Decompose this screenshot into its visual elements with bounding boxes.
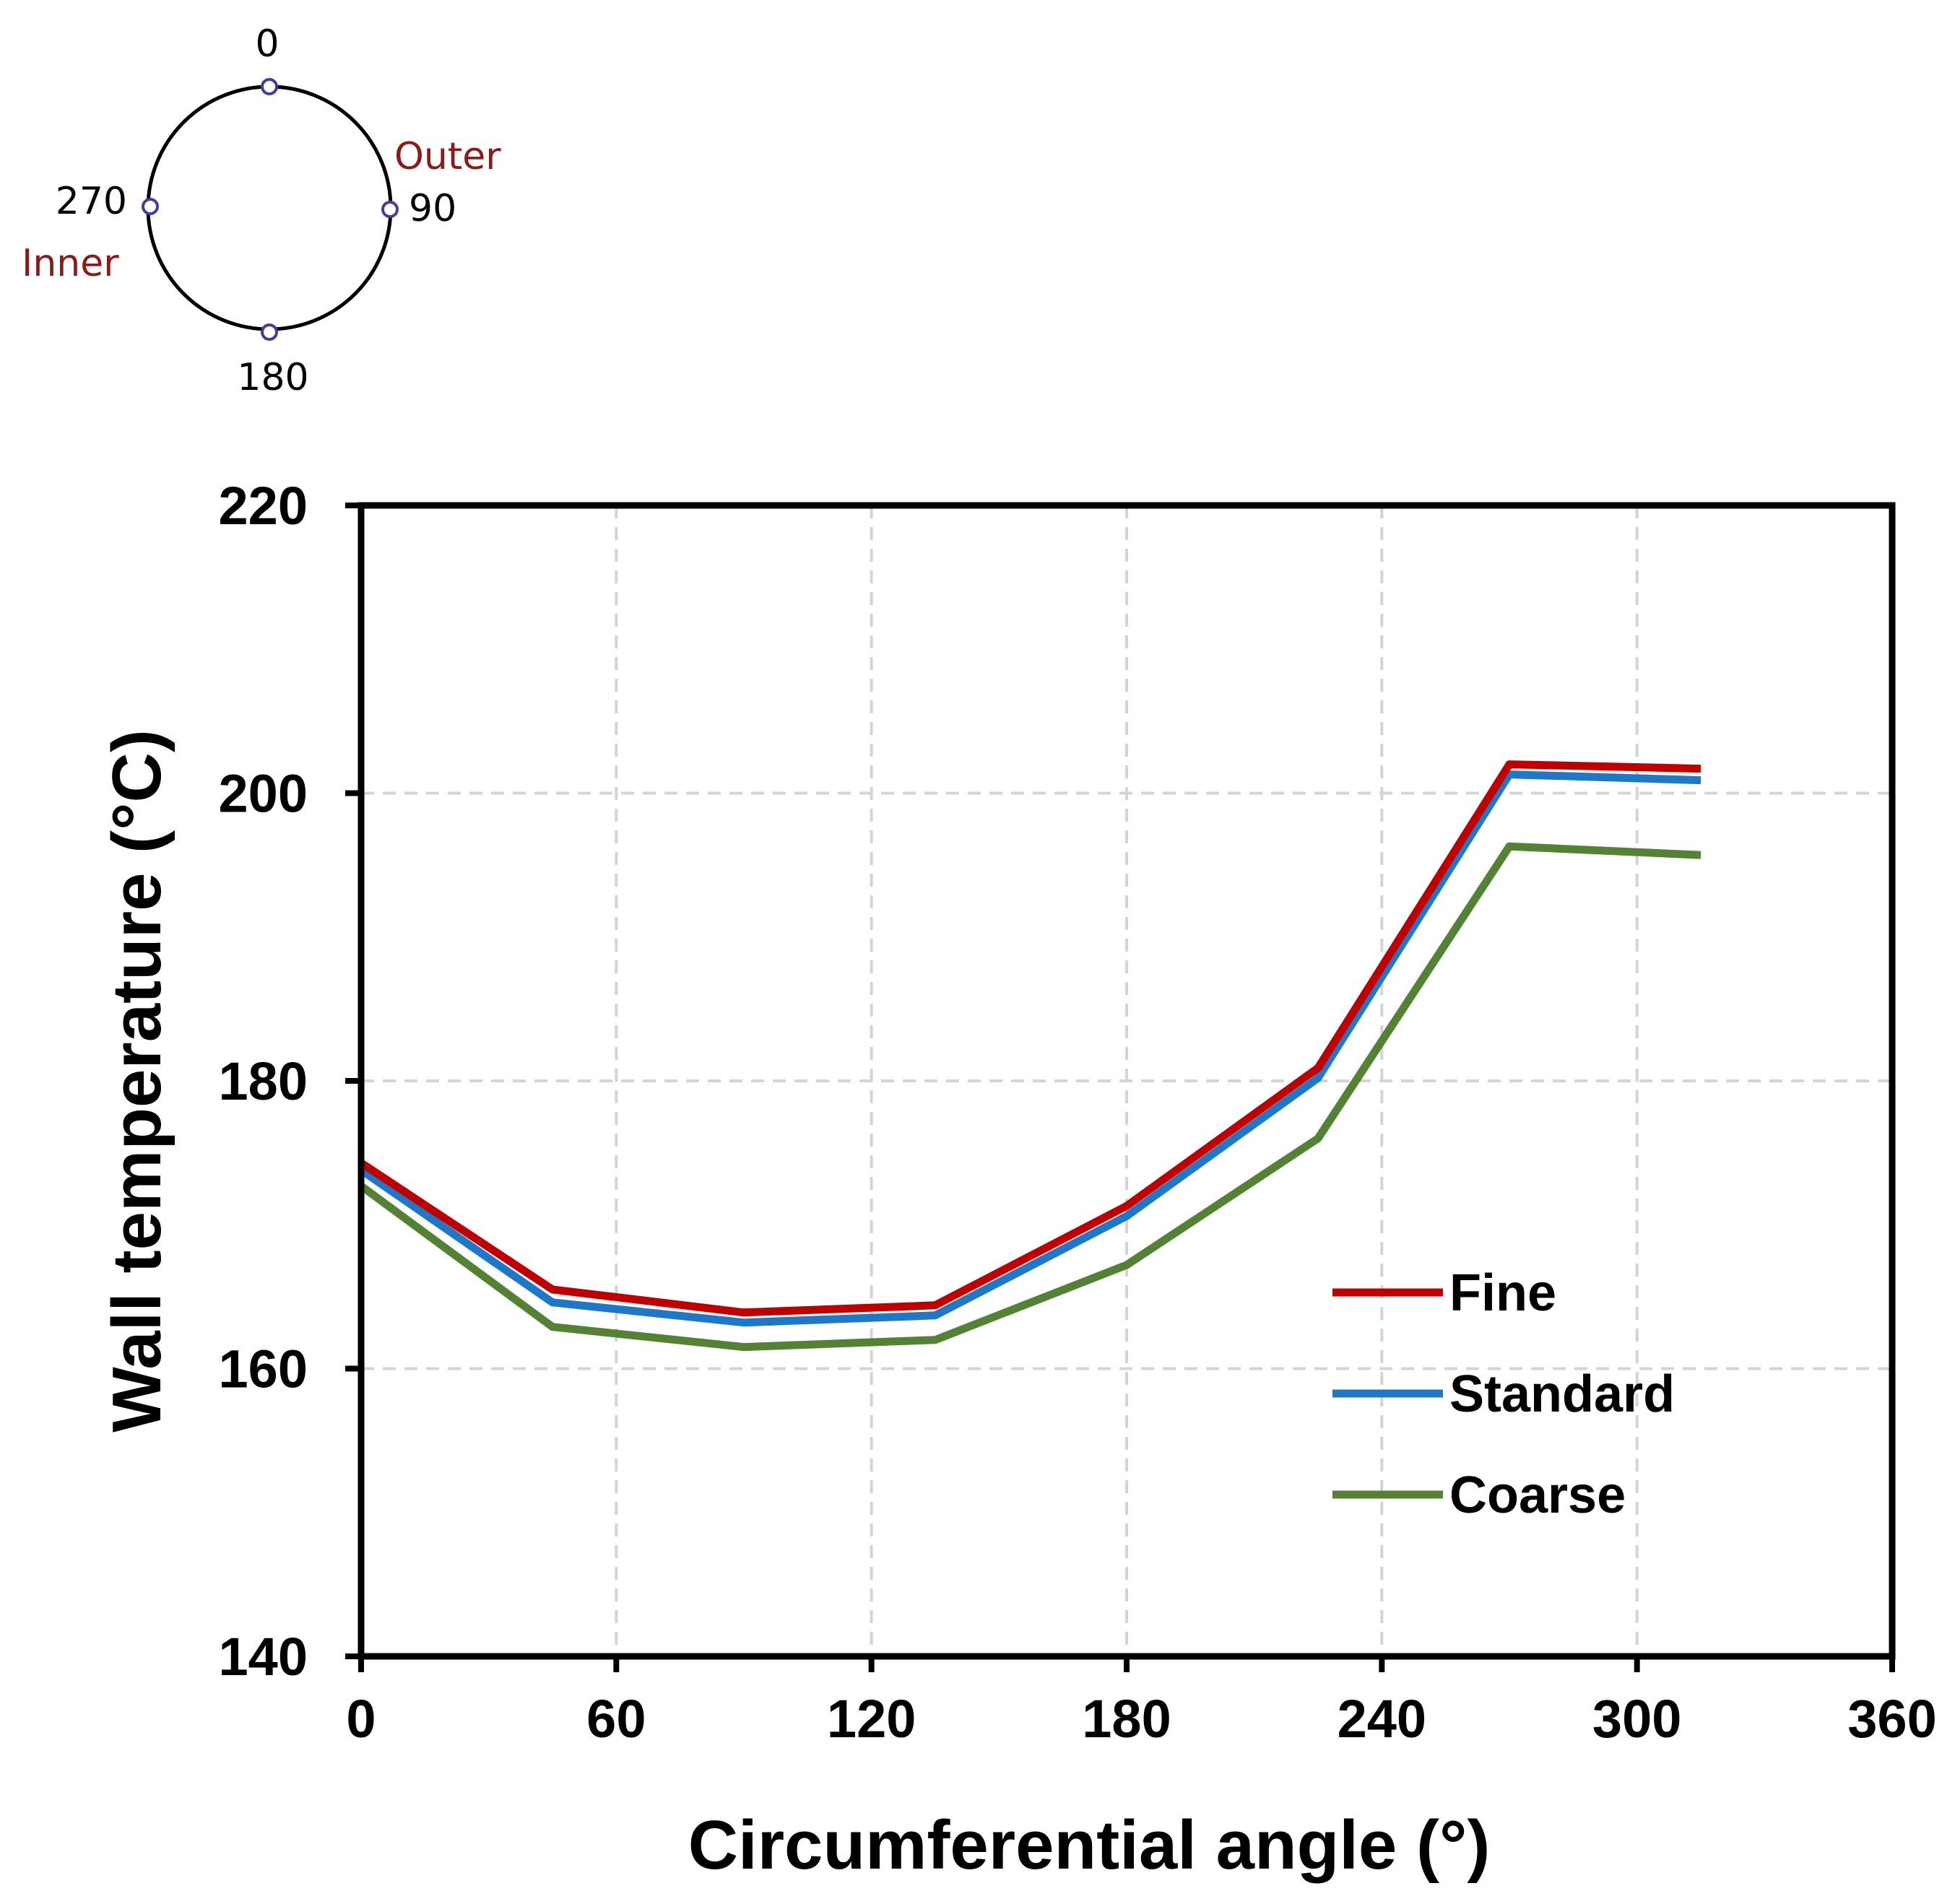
diagram-angle-0: 0 <box>255 22 279 66</box>
marker-270 <box>142 198 159 215</box>
x-tick-labels: 0 60 120 180 240 300 360 <box>346 1656 1937 1749</box>
x-tick-label-5: 300 <box>1592 1689 1681 1749</box>
x-tick-label-6: 360 <box>1847 1689 1936 1749</box>
y-tick-label-0: 140 <box>219 1627 308 1687</box>
x-tick-label-2: 120 <box>827 1689 916 1749</box>
marker-90 <box>381 201 399 218</box>
legend-label-coarse: Coarse <box>1449 1466 1626 1524</box>
y-axis-title: Wall temperature (°C) <box>98 729 175 1433</box>
y-tick-label-3: 200 <box>219 764 308 824</box>
legend-label-fine: Fine <box>1449 1264 1556 1322</box>
orientation-diagram: 0 90 180 270 Outer Inner <box>22 22 501 399</box>
line-chart: 0 60 120 180 240 300 360 140 160 180 200 220 Circu… <box>98 476 1937 1884</box>
legend-label-standard: Standard <box>1449 1365 1675 1423</box>
diagram-inner-label: Inner <box>22 242 119 285</box>
diagram-angle-180: 180 <box>237 356 308 399</box>
legend: Fine Standard Coarse <box>1332 1264 1675 1524</box>
x-tick-label-3: 180 <box>1082 1689 1171 1749</box>
y-tick-label-1: 160 <box>219 1339 308 1399</box>
series-line-coarse <box>358 842 1702 1352</box>
marker-180 <box>261 323 278 341</box>
x-tick-label-4: 240 <box>1338 1689 1426 1749</box>
y-tick-label-4: 220 <box>219 476 308 536</box>
diagram-outer-label: Outer <box>394 135 501 178</box>
series-lines <box>358 760 1702 1352</box>
series-line-fine <box>358 760 1702 1317</box>
y-tick-label-2: 180 <box>219 1051 308 1111</box>
x-tick-label-1: 60 <box>586 1689 646 1749</box>
x-tick-label-0: 0 <box>346 1689 376 1749</box>
y-tick-labels: 140 160 180 200 220 <box>219 476 361 1687</box>
pipe-cross-section-circle <box>146 84 393 331</box>
diagram-angle-270: 270 <box>56 180 127 223</box>
diagram-angle-90: 90 <box>409 187 456 230</box>
gridlines <box>361 505 1892 1656</box>
series-line-standard <box>358 770 1702 1327</box>
marker-0 <box>261 78 278 95</box>
x-axis-title: Circumferential angle (°) <box>688 1807 1491 1884</box>
